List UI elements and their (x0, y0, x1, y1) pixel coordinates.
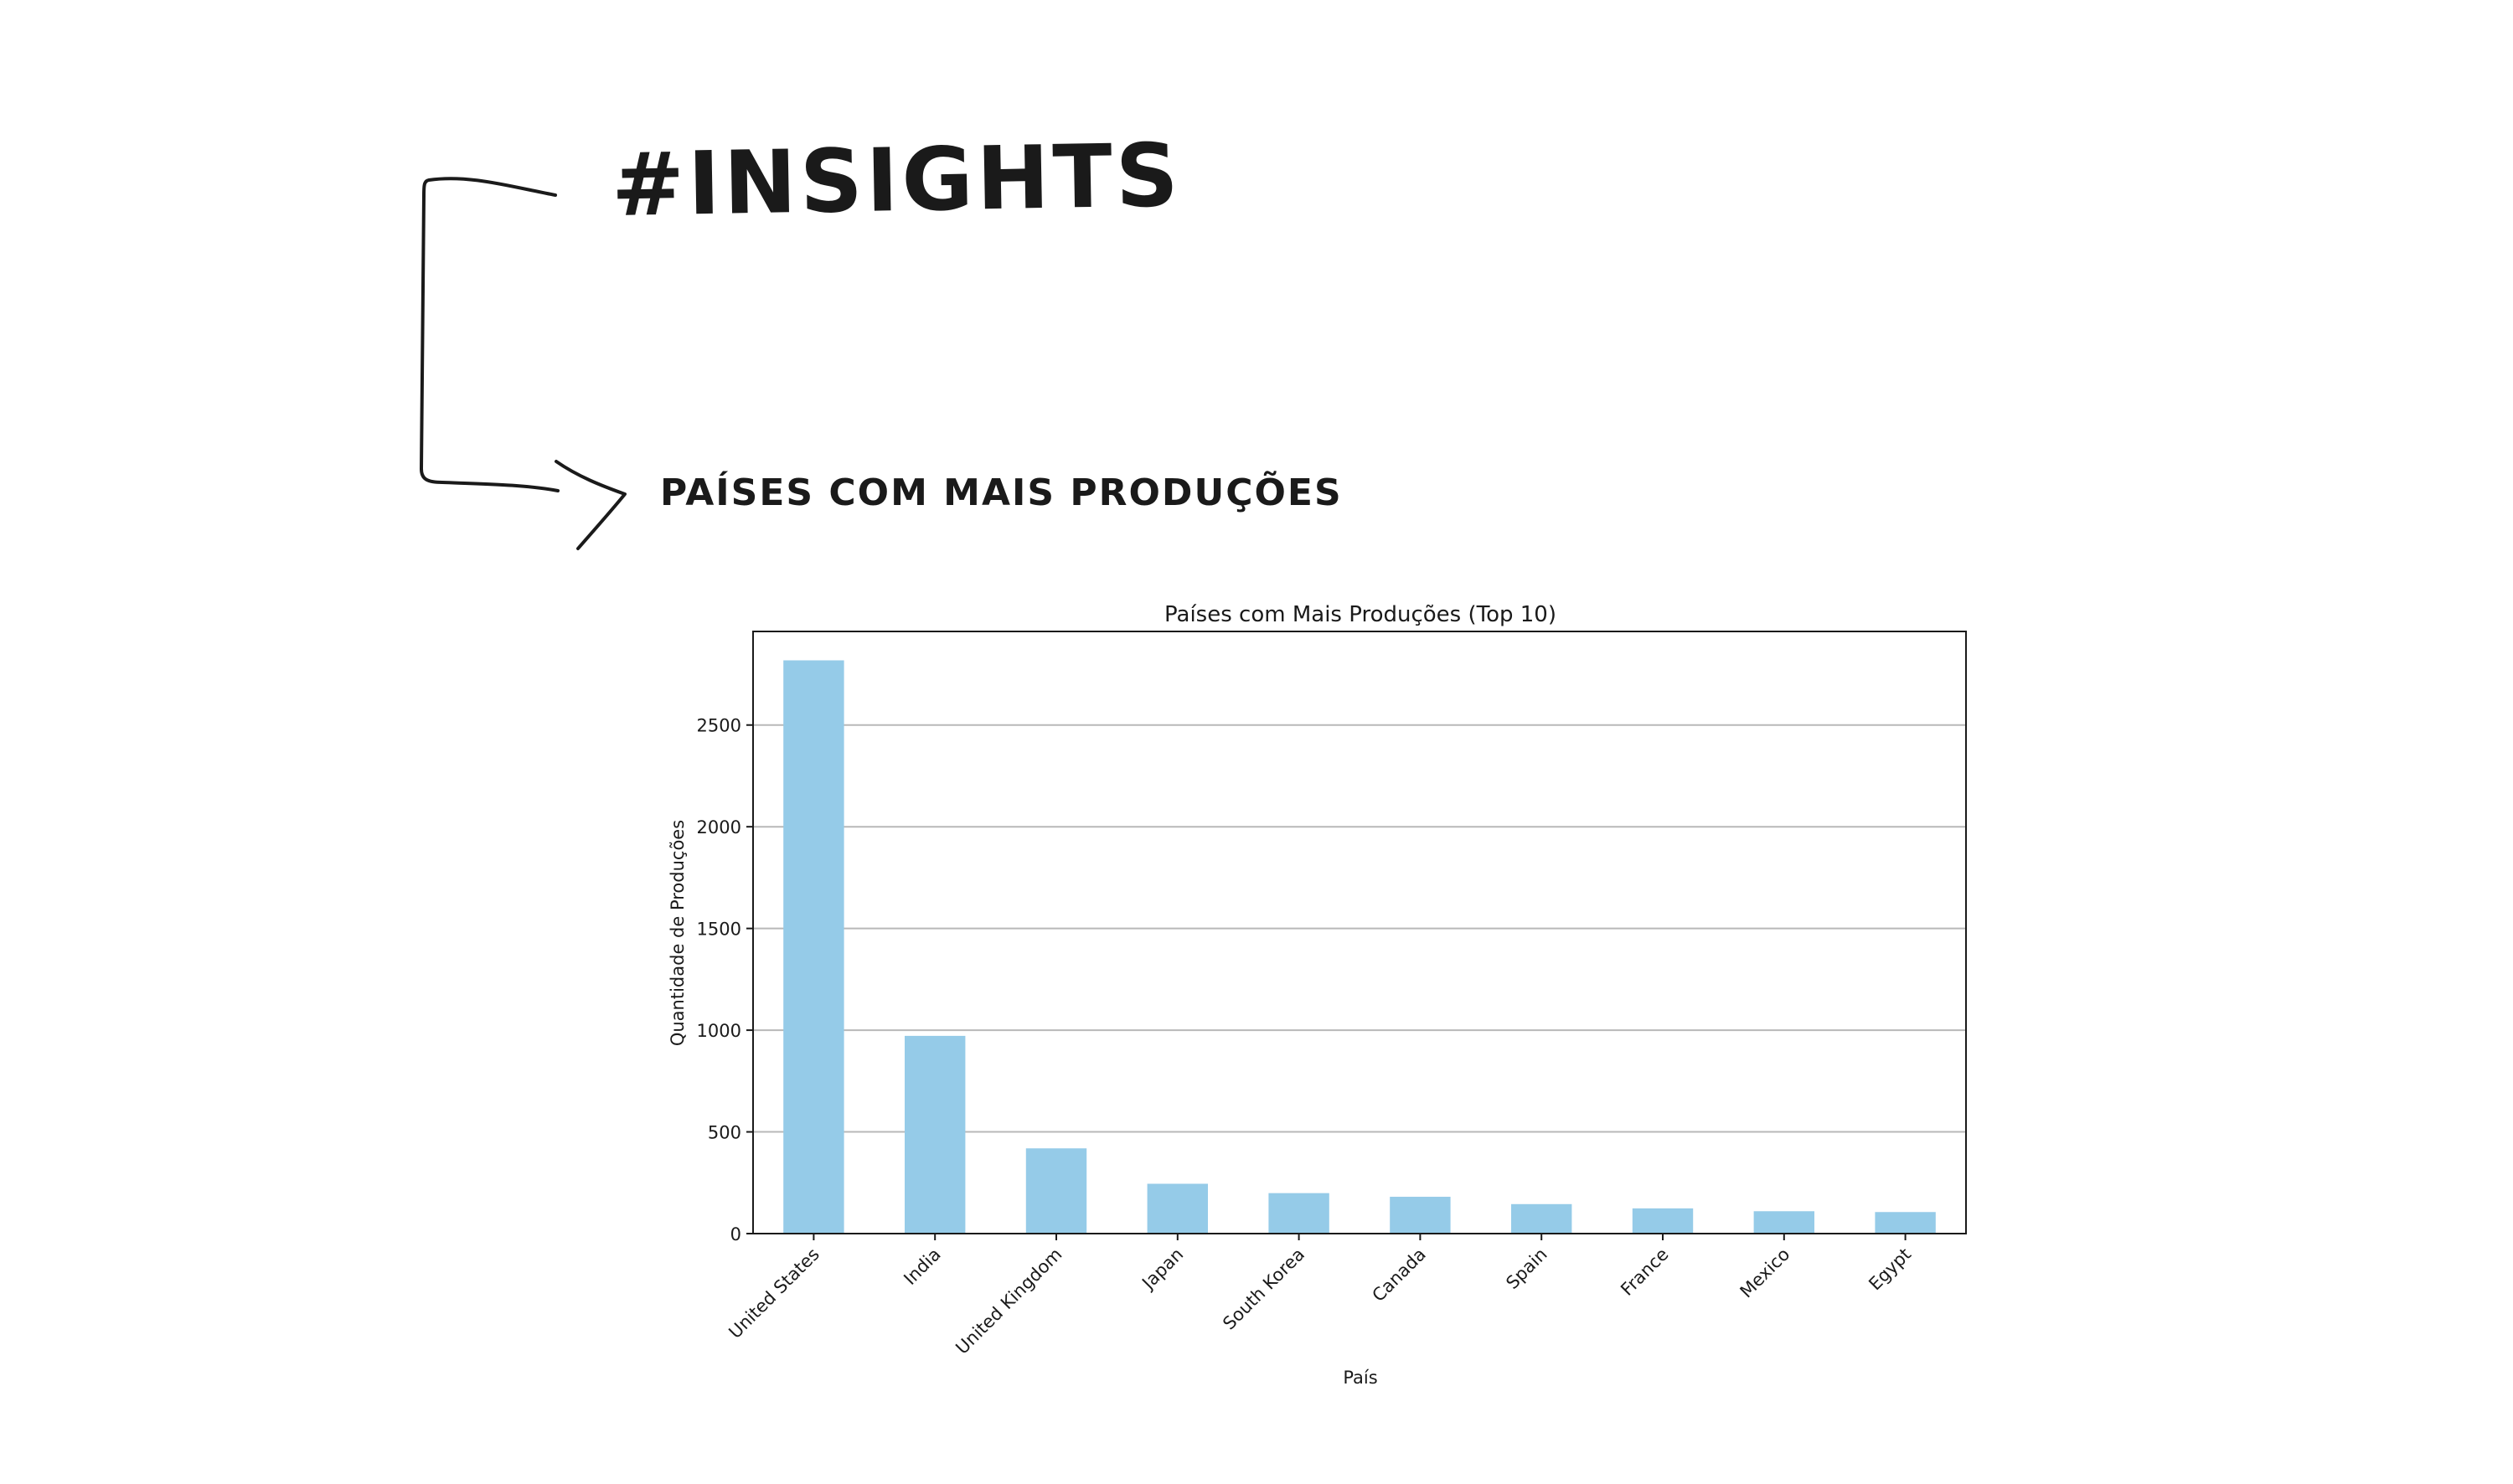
y-tick-label: 500 (708, 1123, 741, 1143)
x-tick-label: South Korea (1219, 1244, 1308, 1334)
x-tick-label: India (900, 1244, 944, 1289)
y-tick-label: 0 (730, 1224, 741, 1244)
bar-canada (1390, 1197, 1451, 1234)
x-tick-label: Canada (1368, 1244, 1429, 1306)
y-tick-label: 1000 (697, 1021, 741, 1041)
bar-spain (1511, 1203, 1572, 1234)
x-tick-label: Egypt (1865, 1244, 1915, 1295)
bar-egypt (1875, 1212, 1936, 1234)
bar-mexico (1753, 1211, 1814, 1234)
bar-south-korea (1268, 1193, 1329, 1234)
bar-japan (1147, 1183, 1208, 1234)
y-axis-label: Quantidade de Produções (668, 820, 688, 1046)
bar-india (905, 1035, 966, 1234)
x-tick-label: France (1617, 1244, 1672, 1300)
chart-title: Países com Mais Produções (Top 10) (1164, 602, 1556, 627)
y-tick-label: 1500 (697, 920, 741, 940)
y-tick-label: 2500 (697, 716, 741, 736)
x-tick-label: Mexico (1736, 1244, 1794, 1302)
x-tick-label: Spain (1502, 1244, 1551, 1293)
x-tick-label: Japan (1138, 1244, 1188, 1295)
bar-france (1632, 1208, 1694, 1234)
section-subheading: PAÍSES COM MAIS PRODUÇÕES (660, 471, 1343, 514)
bar-united-kingdom (1025, 1148, 1087, 1234)
x-tick-label: United Kingdom (952, 1244, 1066, 1358)
plot-frame (752, 631, 1967, 1234)
x-axis-label: País (1343, 1368, 1377, 1388)
bar-united-states (783, 660, 844, 1234)
y-tick-label: 2000 (697, 817, 741, 837)
x-tick-label: United States (725, 1244, 823, 1343)
